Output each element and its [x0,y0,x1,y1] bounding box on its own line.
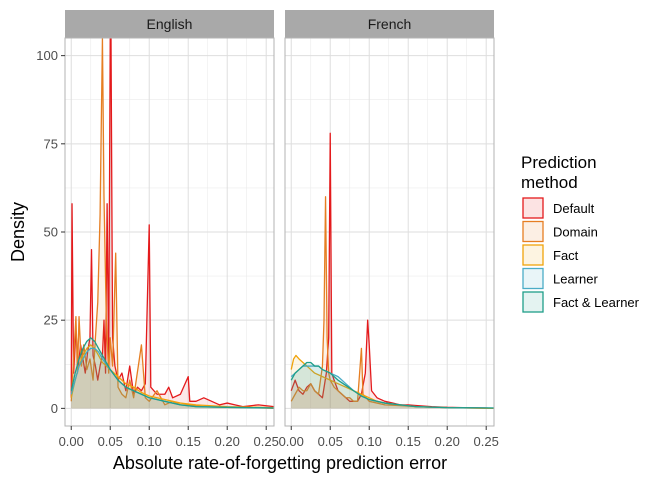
y-tick-label: 0 [51,401,58,416]
x-tick-label: 0.25 [254,434,279,449]
x-tick-label: 0.00 [59,434,84,449]
legend-item-domain: Domain [522,220,598,243]
facet-strip [65,10,274,38]
legend-item-fact-learner: Fact & Learner [522,291,640,313]
series-layer [290,132,494,410]
y-tick-label: 75 [44,136,58,151]
legend-key [522,197,544,219]
legend-key [522,220,544,243]
legend-item-fact: Fact [522,244,579,266]
density-area-fact [291,355,494,409]
facet-strip-label: French [368,16,412,32]
facet-panel-french: French 0.00 0.05 0.10 0.15 0.20 0.25 [279,10,499,449]
density-line-fact [70,344,274,409]
density-line-default [70,38,274,408]
x-tick-label: 0.10 [137,434,162,449]
y-tick-label: 100 [36,48,58,63]
legend: Prediction method Default Domain Fact Learner… [521,153,640,313]
x-tick-label: 0.00 [279,434,304,449]
facet-panel-english: English 0.00 0.05 0.10 0.15 0.20 0.25 0 25 50 75 10… [36,10,279,449]
density-area-fact-learner [71,337,274,409]
legend-item-learner: Learner [522,267,598,290]
legend-key [522,291,544,313]
legend-key [522,244,544,266]
density-area-fact [71,344,274,409]
legend-label: Learner [553,272,598,287]
facet-strip-label: English [147,16,193,32]
panel-border [284,37,495,427]
legend-label: Domain [553,225,598,240]
y-tick-label: 50 [44,225,58,240]
density-area-fact-learner [291,362,494,409]
facet-panels: English 0.00 0.05 0.10 0.15 0.20 0.25 0 25 50 75 10… [36,10,499,449]
x-tick-label: 0.15 [176,434,201,449]
gridlines [285,38,494,426]
density-line-domain [290,196,494,410]
x-tick-label: 0.10 [357,434,382,449]
legend-key [522,267,544,290]
legend-label: Fact [553,248,579,263]
x-tick-label: 0.25 [474,434,499,449]
y-tick-label: 25 [44,313,58,328]
x-tick-label: 0.05 [98,434,123,449]
density-area-learner [291,366,494,409]
density-line-fact-learner [70,337,274,409]
series-layer [70,38,274,410]
axes: Absolute rate-of-forgetting prediction e… [8,202,447,473]
legend-label: Default [553,201,595,216]
density-area-learner [71,348,274,409]
x-tick-label: 0.20 [215,434,240,449]
x-tick-label: 0.15 [396,434,421,449]
x-tick-label: 0.05 [318,434,343,449]
y-axis-label: Density [8,202,28,262]
facet-strip [285,10,494,38]
density-area-domain [291,196,494,409]
legend-title: Prediction method [521,153,597,192]
legend-label: Fact & Learner [553,295,640,310]
x-tick-label: 0.20 [435,434,460,449]
legend-item-default: Default [522,197,595,219]
density-line-fact-learner [290,361,494,409]
x-axis-label: Absolute rate-of-forgetting prediction e… [113,453,447,473]
